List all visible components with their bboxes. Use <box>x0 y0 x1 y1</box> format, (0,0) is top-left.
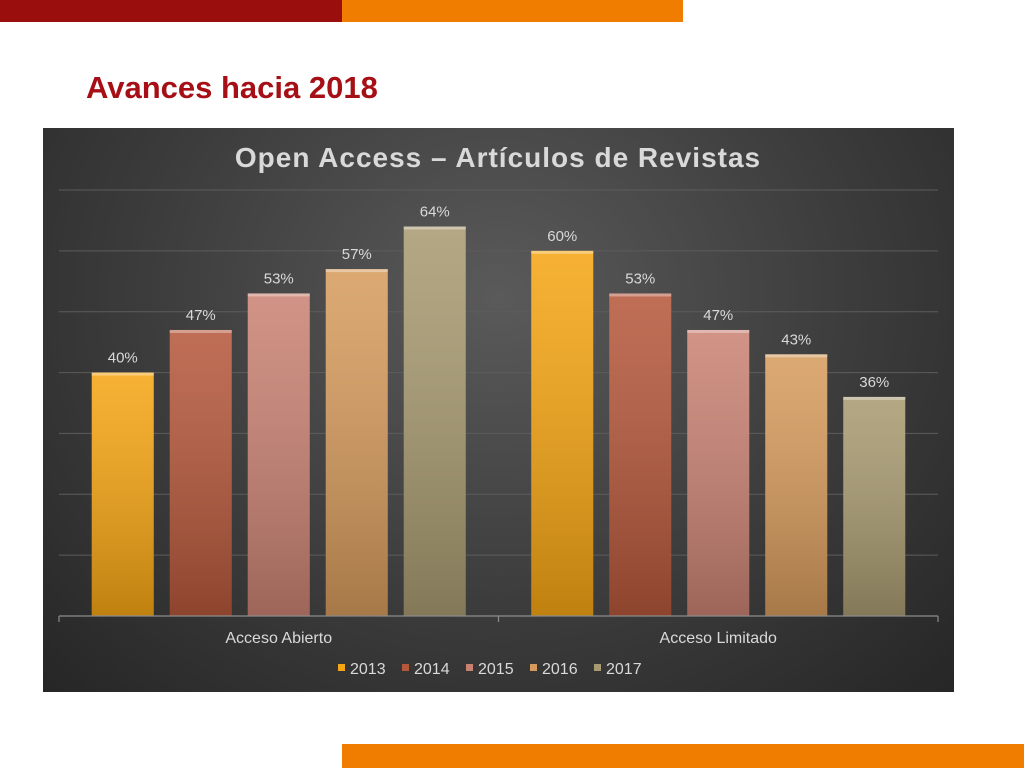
bar-highlight <box>247 293 310 297</box>
bar-highlight <box>91 372 154 376</box>
data-label: 57% <box>342 246 372 263</box>
bar-shade <box>531 250 594 616</box>
bar-shade <box>843 396 906 616</box>
data-label: 43% <box>781 331 811 348</box>
data-label: 47% <box>186 307 216 324</box>
bar-highlight <box>687 329 750 333</box>
chart-title: Open Access – Artículos de Revistas <box>235 142 761 173</box>
data-label: 60% <box>547 228 577 245</box>
category-label: Acceso Abierto <box>225 630 332 647</box>
slide-title: Avances hacia 2018 <box>86 70 378 105</box>
legend-swatch <box>466 664 473 671</box>
bar-shade <box>91 372 154 616</box>
bar-chart: 40% 47% 53% 57% 64% 60% 53% 47% 43% 36% Acceso Ab… <box>58 142 939 678</box>
x-axis: Acceso Abierto Acceso Limitado <box>58 615 939 647</box>
legend-label: 2017 <box>606 661 642 678</box>
bar-shade <box>765 354 828 616</box>
data-label: 53% <box>625 270 655 287</box>
bar-shade <box>247 293 310 616</box>
bar-shade <box>609 293 672 616</box>
data-label: 36% <box>859 374 889 391</box>
bar-highlight <box>169 329 232 333</box>
legend-swatch <box>402 664 409 671</box>
bottom-decor-bar <box>342 744 1024 768</box>
bar-shade <box>687 329 750 616</box>
data-label: 64% <box>420 204 450 221</box>
legend-swatch <box>338 664 345 671</box>
bar-highlight <box>325 269 388 273</box>
legend-label: 2013 <box>350 661 386 678</box>
top-right-decor-bar <box>342 0 683 22</box>
top-left-decor-bar <box>0 0 342 22</box>
bar-shade <box>403 226 466 616</box>
bar-shade <box>169 329 232 616</box>
legend-label: 2014 <box>414 661 450 678</box>
bar-shade <box>325 269 388 616</box>
legend-swatch <box>594 664 601 671</box>
bar-highlight <box>843 396 906 400</box>
data-label: 53% <box>264 270 294 287</box>
category-label: Acceso Limitado <box>660 630 777 647</box>
bar-highlight <box>403 226 466 230</box>
legend-label: 2015 <box>478 661 514 678</box>
legend-swatch <box>530 664 537 671</box>
bar-highlight <box>765 354 828 358</box>
bars-group: 40% 47% 53% 57% 64% 60% 53% 47% 43% 36% <box>91 204 906 616</box>
legend-label: 2016 <box>542 661 578 678</box>
data-label: 47% <box>703 307 733 324</box>
chart-panel: 40% 47% 53% 57% 64% 60% 53% 47% 43% 36% Acceso Ab… <box>43 128 954 692</box>
data-label: 40% <box>108 350 138 367</box>
bar-highlight <box>609 293 672 297</box>
bar-highlight <box>531 250 594 254</box>
legend: 2013 2014 2015 2016 2017 <box>338 661 642 678</box>
